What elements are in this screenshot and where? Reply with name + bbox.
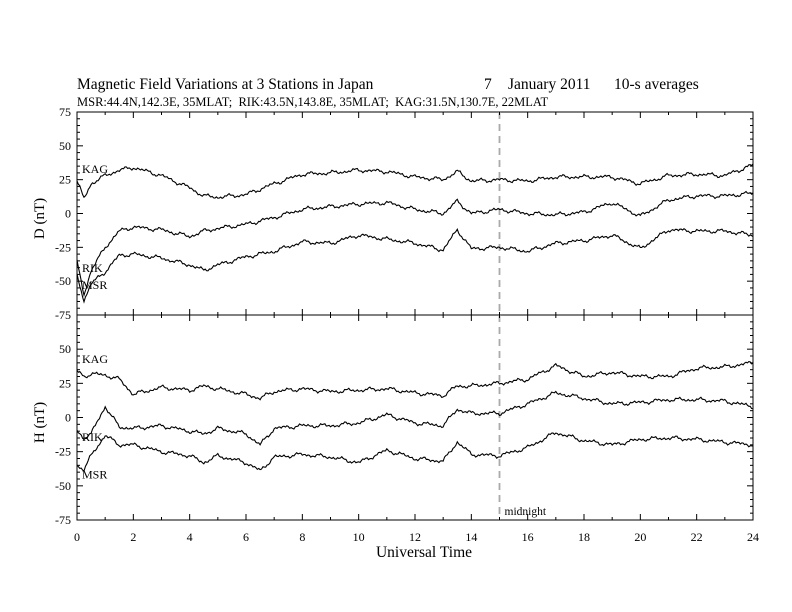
x-tick-label: 16 bbox=[522, 530, 534, 544]
midnight-label: midnight bbox=[505, 506, 547, 518]
y-tick-label: 0 bbox=[65, 207, 71, 221]
figure-title: Magnetic Field Variations at 3 Stations … bbox=[77, 76, 374, 93]
x-tick-label: 14 bbox=[465, 530, 477, 544]
series-label-rik: RIK bbox=[82, 261, 103, 275]
y-tick-label: -50 bbox=[55, 274, 71, 288]
series-line-rik bbox=[76, 390, 754, 446]
series-line-kag bbox=[76, 361, 754, 401]
d-panel-series bbox=[76, 163, 754, 304]
x-tick-label: 4 bbox=[187, 530, 193, 544]
x-axis-tick-labels: 0 2 4 6 8 10 12 14 16 18 20 22 24 bbox=[74, 530, 759, 544]
x-tick-label: 18 bbox=[578, 530, 590, 544]
figure-averaging: 10-s averages bbox=[614, 76, 699, 93]
h-panel-frame bbox=[76, 314, 754, 521]
y-tick-label: -25 bbox=[55, 445, 71, 459]
y-tick-label: 75 bbox=[59, 105, 71, 119]
d-panel-y-ticks: 75 50 25 0 -25 -50 -75 bbox=[55, 105, 753, 322]
y-tick-label: -75 bbox=[55, 513, 71, 527]
h-panel-y-ticks: 50 25 0 -25 -50 -75 bbox=[55, 321, 753, 527]
d-panel-x-ticks bbox=[76, 112, 754, 315]
h-panel-ylabel: H (nT) bbox=[32, 402, 48, 443]
x-axis-label: Universal Time bbox=[376, 544, 472, 561]
h-panel-series bbox=[76, 361, 754, 472]
figure-date-month-year: January 2011 bbox=[508, 76, 591, 93]
y-tick-label: 25 bbox=[59, 173, 71, 187]
h-panel-series-labels: KAG RIK MSR bbox=[82, 352, 108, 481]
x-tick-label: 12 bbox=[409, 530, 421, 544]
y-tick-label: 50 bbox=[59, 139, 71, 153]
stations-info-line: MSR:44.4N,142.3E, 35MLAT; RIK:43.5N,143.… bbox=[77, 95, 549, 109]
series-label-kag: KAG bbox=[82, 162, 108, 176]
x-tick-label: 24 bbox=[747, 530, 759, 544]
series-label-kag: KAG bbox=[82, 352, 108, 366]
d-panel-frame bbox=[76, 111, 754, 316]
series-line-kag bbox=[76, 163, 754, 199]
d-panel-series-labels: KAG RIK MSR bbox=[82, 162, 108, 292]
x-tick-label: 20 bbox=[634, 530, 646, 544]
x-tick-label: 10 bbox=[353, 530, 365, 544]
x-tick-label: 2 bbox=[130, 530, 136, 544]
series-line-rik bbox=[76, 190, 754, 298]
figure-date-day: 7 bbox=[484, 76, 492, 93]
series-label-rik: RIK bbox=[82, 430, 103, 444]
y-tick-label: 50 bbox=[59, 342, 71, 356]
series-line-msr bbox=[76, 227, 754, 304]
h-panel-x-ticks bbox=[76, 315, 754, 520]
y-tick-label: 25 bbox=[59, 376, 71, 390]
series-label-msr: MSR bbox=[82, 467, 107, 481]
x-tick-label: 6 bbox=[243, 530, 249, 544]
series-line-msr bbox=[76, 432, 754, 472]
y-tick-label: -25 bbox=[55, 240, 71, 254]
y-tick-label: 0 bbox=[65, 411, 71, 425]
x-tick-label: 22 bbox=[691, 530, 703, 544]
series-label-msr: MSR bbox=[82, 278, 107, 292]
d-panel-ylabel: D (nT) bbox=[32, 198, 48, 239]
y-tick-label: -75 bbox=[55, 308, 71, 322]
x-tick-label: 0 bbox=[74, 530, 80, 544]
d-component-panel: 75 50 25 0 -25 -50 -75 KAG RIK MSR D (nT) bbox=[32, 105, 754, 322]
y-tick-label: -50 bbox=[55, 479, 71, 493]
x-tick-label: 8 bbox=[299, 530, 305, 544]
h-component-panel: 50 25 0 -25 -50 -75 KAG RIK MSR H (nT) bbox=[32, 314, 754, 527]
